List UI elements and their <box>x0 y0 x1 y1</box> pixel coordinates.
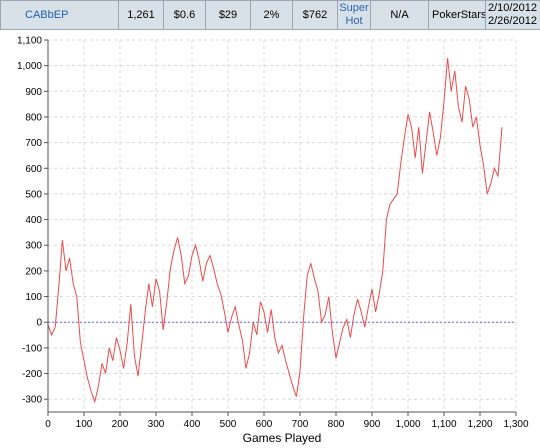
chart-axes <box>47 40 516 413</box>
y-tick-label: 1,100 <box>17 36 42 47</box>
x-tick-label: 0 <box>45 419 51 430</box>
x-tick-label: 200 <box>112 419 129 430</box>
date-start: 2/10/2012 <box>488 2 537 14</box>
game-type-line1: Super <box>339 2 369 14</box>
player-name-cell[interactable]: CABbEP <box>0 0 119 30</box>
x-tick-label: 300 <box>148 419 165 430</box>
na-cell: N/A <box>370 0 429 30</box>
x-tick-label: 400 <box>184 419 201 430</box>
x-tick-label: 100 <box>76 419 93 430</box>
y-tick-label: 700 <box>25 138 42 149</box>
stats-row-table: CABbEP 1,261 $0.6 $29 2% $762 Super Hot … <box>0 0 540 30</box>
y-tick-label: 0 <box>36 318 42 329</box>
site-cell: PokerStars <box>428 0 486 30</box>
profit-line-chart: 1,100 1,000 900 800 700 600 500 400 300 200 100 0 -1… <box>17 36 529 446</box>
y-axis-tick-labels: 1,100 1,000 900 800 700 600 500 400 300 200 100 0 -1… <box>17 36 48 406</box>
profit-series-line <box>47 57 503 404</box>
hands-cell: 1,261 <box>118 0 164 30</box>
date-end: 2/26/2012 <box>488 15 537 27</box>
x-tick-label: 1,200 <box>467 419 492 430</box>
y-tick-label: -100 <box>22 343 42 354</box>
y-tick-label: 400 <box>25 215 42 226</box>
game-type-line2: Hot <box>345 15 363 27</box>
y-tick-label: 300 <box>25 241 42 252</box>
x-tick-label: 1,300 <box>503 419 528 430</box>
x-tick-label: 500 <box>220 419 237 430</box>
x-tick-label: 600 <box>256 419 273 430</box>
x-axis-tick-labels: 0 100 200 300 400 500 600 700 800 900 1,000 1,100 1,… <box>45 412 529 430</box>
stats-row[interactable]: CABbEP 1,261 $0.6 $29 2% $762 Super Hot … <box>0 0 540 30</box>
value-a-cell: $29 <box>205 0 251 30</box>
y-tick-label: 600 <box>25 164 42 175</box>
x-tick-label: 900 <box>364 419 381 430</box>
y-tick-label: 900 <box>25 87 42 98</box>
y-tick-label: 100 <box>25 292 42 303</box>
percent-cell: 2% <box>250 0 293 30</box>
stake-cell: $0.6 <box>163 0 206 30</box>
y-tick-label: 800 <box>25 112 42 123</box>
game-type-cell[interactable]: Super Hot <box>337 0 371 30</box>
x-tick-label: 700 <box>292 419 309 430</box>
y-tick-label: -300 <box>22 395 42 406</box>
chart-grid <box>48 39 517 412</box>
y-tick-label: 200 <box>25 266 42 277</box>
dates-cell: 2/10/2012 2/26/2012 <box>485 0 540 30</box>
y-tick-label: 500 <box>25 189 42 200</box>
x-axis-title: Games Played <box>243 431 322 445</box>
y-tick-label: -200 <box>22 369 42 380</box>
x-tick-label: 1,000 <box>395 419 420 430</box>
value-b-cell: $762 <box>292 0 338 30</box>
x-tick-label: 1,100 <box>431 419 456 430</box>
x-tick-label: 800 <box>328 419 345 430</box>
y-tick-label: 1,000 <box>17 61 42 72</box>
